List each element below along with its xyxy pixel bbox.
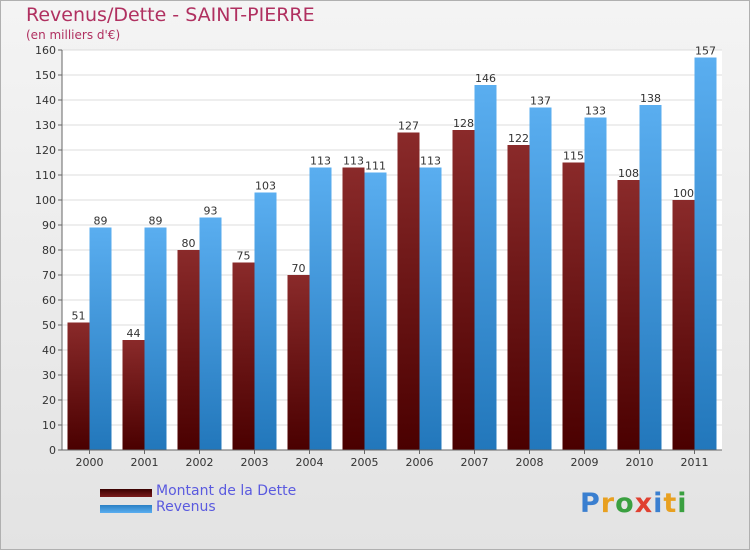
data-label-dette: 44 [127,327,141,340]
x-tick-label: 2007 [461,456,489,469]
x-tick-label: 2001 [131,456,159,469]
proxiti-logo: Proxiti [580,488,688,519]
bar-revenus [199,217,222,450]
data-label-dette: 70 [292,262,306,275]
bar-revenus [584,117,607,450]
y-tick-label: 60 [42,294,56,307]
data-label-revenus: 113 [420,155,441,168]
y-tick-label: 150 [35,69,56,82]
data-label-revenus: 93 [204,205,218,218]
data-label-dette: 128 [453,117,474,130]
data-label-revenus: 89 [94,215,108,228]
logo-letter: i [653,488,664,519]
data-label-revenus: 157 [695,45,716,58]
data-label-dette: 51 [72,310,86,323]
bar-dette [452,130,475,450]
logo-letter: P [580,488,601,519]
bar-revenus [144,227,167,450]
data-label-revenus: 133 [585,105,606,118]
y-tick-label: 120 [35,144,56,157]
data-label-dette: 122 [508,132,529,145]
x-tick-label: 2009 [571,456,599,469]
y-tick-label: 0 [49,444,56,457]
legend-label-dette: Montant de la Dette [156,483,297,499]
y-tick-label: 70 [42,269,56,282]
data-label-revenus: 113 [310,155,331,168]
x-tick-label: 2002 [186,456,214,469]
x-tick-label: 2004 [296,456,324,469]
y-tick-label: 80 [42,244,56,257]
y-tick-label: 160 [35,44,56,57]
data-label-revenus: 138 [640,92,661,105]
x-tick-label: 2011 [681,456,709,469]
bar-revenus [89,227,112,450]
bar-dette [122,340,145,450]
x-tick-label: 2008 [516,456,544,469]
logo-letter: x [634,488,654,519]
bar-dette [232,262,255,450]
y-tick-label: 100 [35,194,56,207]
data-label-revenus: 103 [255,180,276,193]
x-tick-label: 2010 [626,456,654,469]
data-label-revenus: 89 [149,215,163,228]
logo-letter: r [600,488,616,519]
bar-dette [397,132,420,450]
bar-dette [507,145,530,450]
y-tick-label: 40 [42,344,56,357]
bar-dette [177,250,200,450]
bar-dette [67,322,90,450]
bar-dette [617,180,640,450]
data-label-revenus: 137 [530,95,551,108]
logo-letter: o [615,488,635,519]
bar-revenus [529,107,552,450]
legend-label-revenus: Revenus [156,499,216,515]
chart-subtitle: (en milliers d'€) [26,28,121,42]
legend-swatch-revenus [100,505,152,513]
chart-title: Revenus/Dette - SAINT-PIERRE [26,4,315,26]
data-label-revenus: 146 [475,72,496,85]
y-tick-label: 50 [42,319,56,332]
bar-revenus [694,57,717,450]
bar-revenus [474,85,497,450]
x-tick-label: 2005 [351,456,379,469]
y-tick-label: 110 [35,169,56,182]
bar-revenus [639,105,662,450]
bar-dette [672,200,695,450]
bar-revenus [364,172,387,450]
data-label-revenus: 111 [365,160,386,173]
x-tick-label: 2003 [241,456,269,469]
bar-dette [342,167,365,450]
data-label-dette: 108 [618,167,639,180]
y-tick-label: 10 [42,419,56,432]
x-tick-label: 2000 [76,456,104,469]
y-tick-label: 20 [42,394,56,407]
y-tick-label: 90 [42,219,56,232]
logo-letter: i [677,488,688,519]
bar-dette [287,275,310,450]
data-label-dette: 127 [398,120,419,133]
y-tick-label: 30 [42,369,56,382]
y-tick-label: 140 [35,94,56,107]
data-label-dette: 113 [343,155,364,168]
bar-revenus [309,167,332,450]
bar-dette [562,162,585,450]
y-tick-label: 130 [35,119,56,132]
data-label-dette: 115 [563,150,584,163]
legend-swatch-dette [100,489,152,497]
data-label-dette: 100 [673,187,694,200]
logo-letter: t [663,488,678,519]
data-label-dette: 75 [237,250,251,263]
bar-revenus [419,167,442,450]
bar-revenus [254,192,277,450]
data-label-dette: 80 [182,237,196,250]
x-tick-label: 2006 [406,456,434,469]
